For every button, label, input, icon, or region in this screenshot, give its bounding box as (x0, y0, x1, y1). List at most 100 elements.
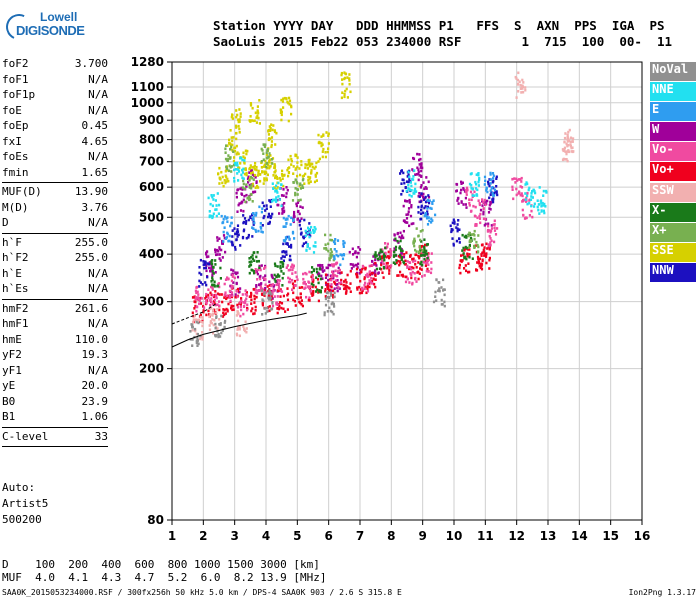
echo-point-nne (217, 212, 220, 215)
echo-point-vo- (230, 284, 233, 288)
echo-point-e (227, 239, 230, 243)
echo-point-nne (215, 204, 218, 207)
echo-point-x- (477, 245, 480, 249)
echo-point-e (293, 237, 296, 240)
echo-point-vo- (330, 263, 333, 266)
legend-item-x-: X- (650, 202, 696, 222)
echo-point-nne (280, 204, 283, 208)
echo-point-w (221, 242, 224, 245)
y-tick-label: 700 (139, 155, 164, 169)
axis-ticks: 1 2 3 4 5 6 7 8 9 10 11 12 13 14 15 1680200300400500600… (131, 55, 651, 543)
echo-point-sse (232, 136, 235, 139)
param-value: 13.90 (74, 185, 108, 198)
echo-point-w (357, 262, 360, 266)
echo-point-vo- (470, 198, 473, 202)
echo-point-noval (214, 326, 217, 330)
echo-point-w (321, 277, 324, 280)
echo-point-w (296, 201, 300, 204)
echo-point-ssw (198, 337, 202, 341)
echo-point-w (209, 269, 212, 273)
echo-point-e (426, 207, 429, 210)
echo-point-x- (382, 256, 385, 259)
echo-point-vo- (520, 180, 523, 183)
echo-point-vo- (272, 289, 275, 293)
echo-point-vo- (372, 277, 375, 281)
param-value: 3.76 (81, 200, 109, 214)
echo-point-nnw (269, 205, 272, 208)
echo-point-vo- (289, 268, 292, 272)
echo-point-ssw (563, 140, 566, 144)
echo-point-e (228, 234, 231, 238)
echo-point-x- (379, 257, 382, 261)
echo-point-noval (224, 319, 227, 323)
echo-point-sse (287, 158, 290, 162)
echo-point-nnw (288, 245, 291, 248)
echo-point-vo- (421, 275, 424, 278)
echo-point-noval (323, 313, 326, 317)
echo-point-vo- (213, 300, 216, 303)
echo-point-nne (211, 204, 214, 208)
echo-point-nne (242, 177, 245, 180)
echo-point-vo- (406, 277, 409, 281)
echo-point-nnw (286, 242, 289, 245)
echo-point-x- (247, 195, 250, 199)
echo-point-x- (231, 165, 234, 168)
echo-point-sse (340, 71, 343, 75)
distance-muf-table: D 100 200 400 600 800 1000 1500 3000 [km… (2, 558, 327, 584)
echo-point-x- (214, 263, 217, 266)
echo-point-sse (253, 173, 256, 177)
echo-point-sse (280, 98, 283, 102)
echo-point-ssw (194, 329, 197, 333)
legend-item-x-: X+ (650, 222, 696, 242)
echo-point-w (456, 199, 459, 202)
echo-point-x- (229, 166, 232, 169)
echo-point-x- (419, 230, 422, 233)
echo-point-ssw (200, 336, 204, 339)
echo-point-ssw (566, 144, 569, 148)
echo-point-e (251, 226, 254, 229)
echo-point-nnw (403, 181, 406, 185)
echo-point-vo- (359, 270, 363, 274)
echo-point-nnw (451, 221, 454, 225)
echo-point-nne (212, 198, 215, 201)
echo-point-vo- (250, 302, 253, 305)
echo-point-w (298, 212, 301, 216)
echo-point-w (234, 293, 237, 296)
echo-point-sse (270, 143, 273, 147)
echo-point-w (239, 209, 243, 212)
echo-point-sse (318, 140, 321, 144)
echo-point-vo- (468, 204, 471, 207)
echo-point-nnw (234, 245, 237, 249)
echo-point-x- (378, 251, 381, 255)
echo-point-vo- (410, 267, 413, 271)
echo-point-vo- (389, 248, 392, 251)
echo-point-w (417, 168, 420, 171)
echo-point-sse (237, 166, 240, 169)
echo-point-w (338, 287, 341, 290)
echo-point-w (270, 273, 273, 277)
echo-point-x- (265, 165, 268, 169)
echo-point-sse (218, 177, 221, 180)
echo-point-e (220, 214, 223, 218)
echo-point-vo- (486, 247, 489, 250)
echo-point-sse (327, 147, 330, 150)
echo-point-sse (273, 129, 276, 132)
echo-point-w (419, 186, 422, 189)
param-key: h`F2 (2, 251, 29, 264)
echo-point-x- (465, 257, 468, 261)
echo-point-vo- (404, 275, 407, 279)
echo-point-w (358, 248, 362, 251)
echo-point-x- (462, 252, 465, 255)
echo-point-nnw (495, 191, 498, 195)
param-value: 255.0 (74, 235, 108, 249)
echo-point-x- (383, 254, 387, 258)
echo-point-w (239, 187, 242, 191)
echo-point-w (408, 201, 411, 204)
echo-point-w (456, 197, 460, 200)
echo-point-w (425, 176, 428, 179)
echo-point-nne (543, 211, 546, 215)
echo-point-e (282, 239, 285, 242)
echo-point-noval (191, 323, 194, 327)
echo-point-vo- (380, 255, 384, 259)
y-tick-label: 200 (139, 362, 164, 376)
